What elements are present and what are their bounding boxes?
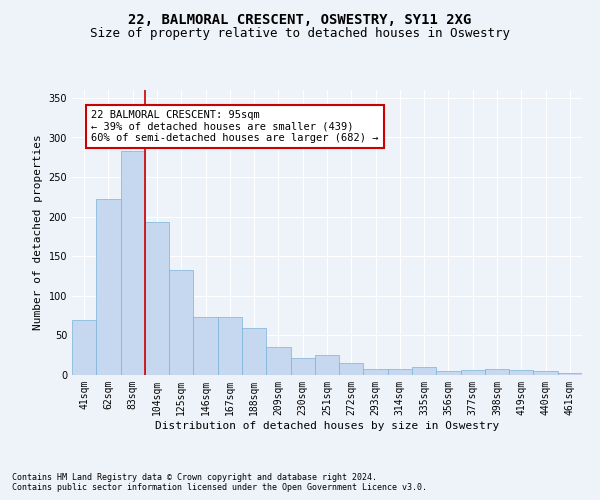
Bar (121, 151, 145, 375)
Bar (509, 370, 533, 375)
Bar (436, 371, 461, 375)
Bar (145, 222, 169, 375)
Bar (388, 368, 412, 375)
Bar (96, 199, 121, 375)
Bar (169, 270, 193, 375)
Bar (339, 363, 364, 375)
Bar (412, 367, 436, 375)
Bar (485, 368, 509, 375)
Bar (242, 328, 266, 375)
Text: 22, BALMORAL CRESCENT, OSWESTRY, SY11 2XG: 22, BALMORAL CRESCENT, OSWESTRY, SY11 2X… (128, 12, 472, 26)
Bar (193, 317, 218, 375)
Bar (558, 372, 582, 375)
X-axis label: Distribution of detached houses by size in Oswestry: Distribution of detached houses by size … (155, 420, 499, 430)
Bar (266, 348, 290, 375)
Bar (533, 371, 558, 375)
Bar (218, 317, 242, 375)
Bar (315, 355, 339, 375)
Y-axis label: Number of detached properties: Number of detached properties (33, 134, 43, 330)
Bar (364, 370, 388, 375)
Bar (290, 358, 315, 375)
Text: Size of property relative to detached houses in Oswestry: Size of property relative to detached ho… (90, 28, 510, 40)
Bar (461, 370, 485, 375)
Bar (72, 320, 96, 375)
Text: 22 BALMORAL CRESCENT: 95sqm
← 39% of detached houses are smaller (439)
60% of se: 22 BALMORAL CRESCENT: 95sqm ← 39% of det… (91, 110, 379, 143)
Text: Contains HM Land Registry data © Crown copyright and database right 2024.: Contains HM Land Registry data © Crown c… (12, 474, 377, 482)
Text: Contains public sector information licensed under the Open Government Licence v3: Contains public sector information licen… (12, 484, 427, 492)
